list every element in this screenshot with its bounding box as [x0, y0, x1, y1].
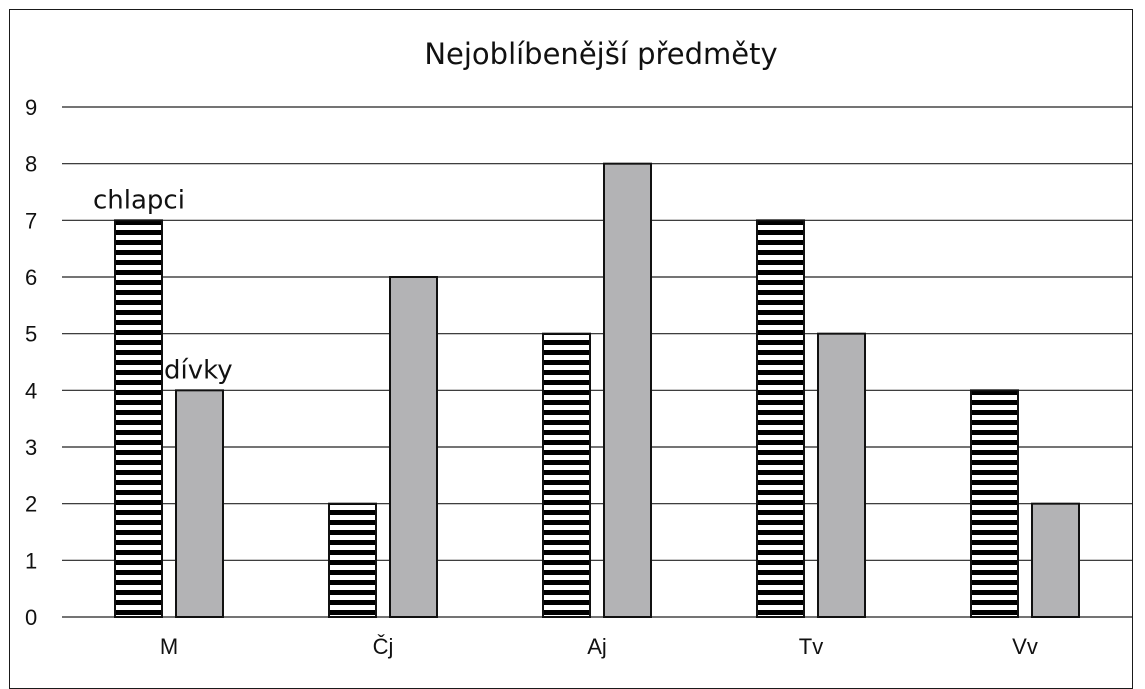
gridlines [62, 106, 1132, 618]
bar-chlapci-Vv [970, 389, 1019, 619]
series-label-chlapci: chlapci [93, 185, 185, 215]
x-tick-label: M [160, 634, 178, 659]
bars [114, 162, 1080, 619]
bar-chlapci-M [114, 219, 163, 618]
y-tick-label: 8 [25, 152, 37, 177]
bar-dívky-M [175, 389, 224, 619]
y-tick-label: 5 [25, 322, 37, 347]
x-axis-ticks: M Čj Aj Tv Vv [160, 634, 1038, 659]
y-tick-label: 1 [25, 548, 37, 573]
chart-title: Nejoblíbenější předměty [424, 37, 777, 71]
bar-dívky-Čj [389, 276, 438, 618]
bar-dívky-Tv [817, 332, 866, 618]
y-tick-label: 2 [25, 492, 37, 517]
bar-chlapci-Čj [328, 502, 377, 618]
bar-chlapci-Tv [756, 219, 805, 618]
bar-chlapci-Aj [542, 332, 591, 618]
bar-chart: Nejoblíbenější předměty 0 1 2 3 4 5 6 7 8 9 M Čj Aj… [25, 37, 1132, 659]
x-tick-label: Vv [1012, 634, 1038, 659]
bar-dívky-Vv [1031, 502, 1080, 618]
y-tick-label: 7 [25, 208, 37, 233]
y-tick-label: 0 [25, 605, 37, 630]
y-tick-label: 3 [25, 435, 37, 460]
y-tick-label: 6 [25, 265, 37, 290]
series-labels: chlapci dívky [93, 185, 233, 385]
x-tick-label: Tv [799, 634, 823, 659]
series-label-dívky: dívky [164, 355, 233, 385]
x-tick-label: Čj [373, 634, 394, 659]
y-axis-ticks: 0 1 2 3 4 5 6 7 8 9 [25, 95, 37, 630]
x-tick-label: Aj [587, 634, 607, 659]
y-tick-label: 9 [25, 95, 37, 120]
bar-dívky-Aj [603, 162, 652, 619]
y-tick-label: 4 [25, 378, 37, 403]
